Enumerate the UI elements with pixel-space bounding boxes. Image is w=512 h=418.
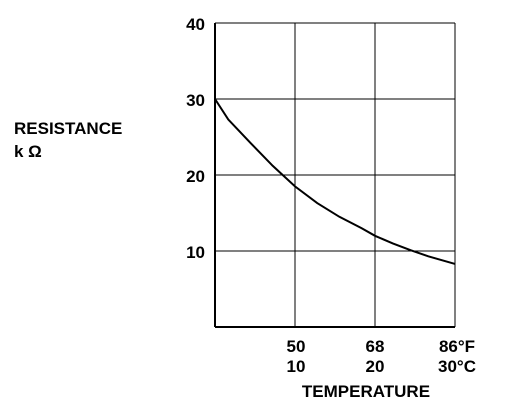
y-axis-title: RESISTANCE: [14, 119, 122, 138]
y-tick-label: 10: [186, 243, 205, 262]
y-tick-label: 20: [186, 167, 205, 186]
chart-grid: [215, 22, 456, 327]
x-tick-labels-fahrenheit: 50 68 86°F: [287, 337, 476, 356]
y-tick-labels: 10 20 30 40: [186, 15, 205, 262]
y-axis-unit: k Ω: [14, 142, 42, 161]
resistance-curve: [214, 98, 456, 265]
x-tick-label-f: 86°F: [439, 337, 475, 356]
y-tick-label: 40: [186, 15, 205, 34]
y-tick-label: 30: [186, 91, 205, 110]
x-tick-label-c: 10: [287, 357, 306, 376]
x-tick-labels-celsius: 10 20 30°C: [287, 357, 476, 376]
x-tick-label-c: 30°C: [438, 357, 476, 376]
x-axis-title: TEMPERATURE: [302, 382, 430, 401]
x-tick-label-c: 20: [366, 357, 385, 376]
x-tick-label-f: 50: [287, 337, 306, 356]
x-tick-label-f: 68: [366, 337, 385, 356]
chart-axes: [214, 23, 455, 328]
